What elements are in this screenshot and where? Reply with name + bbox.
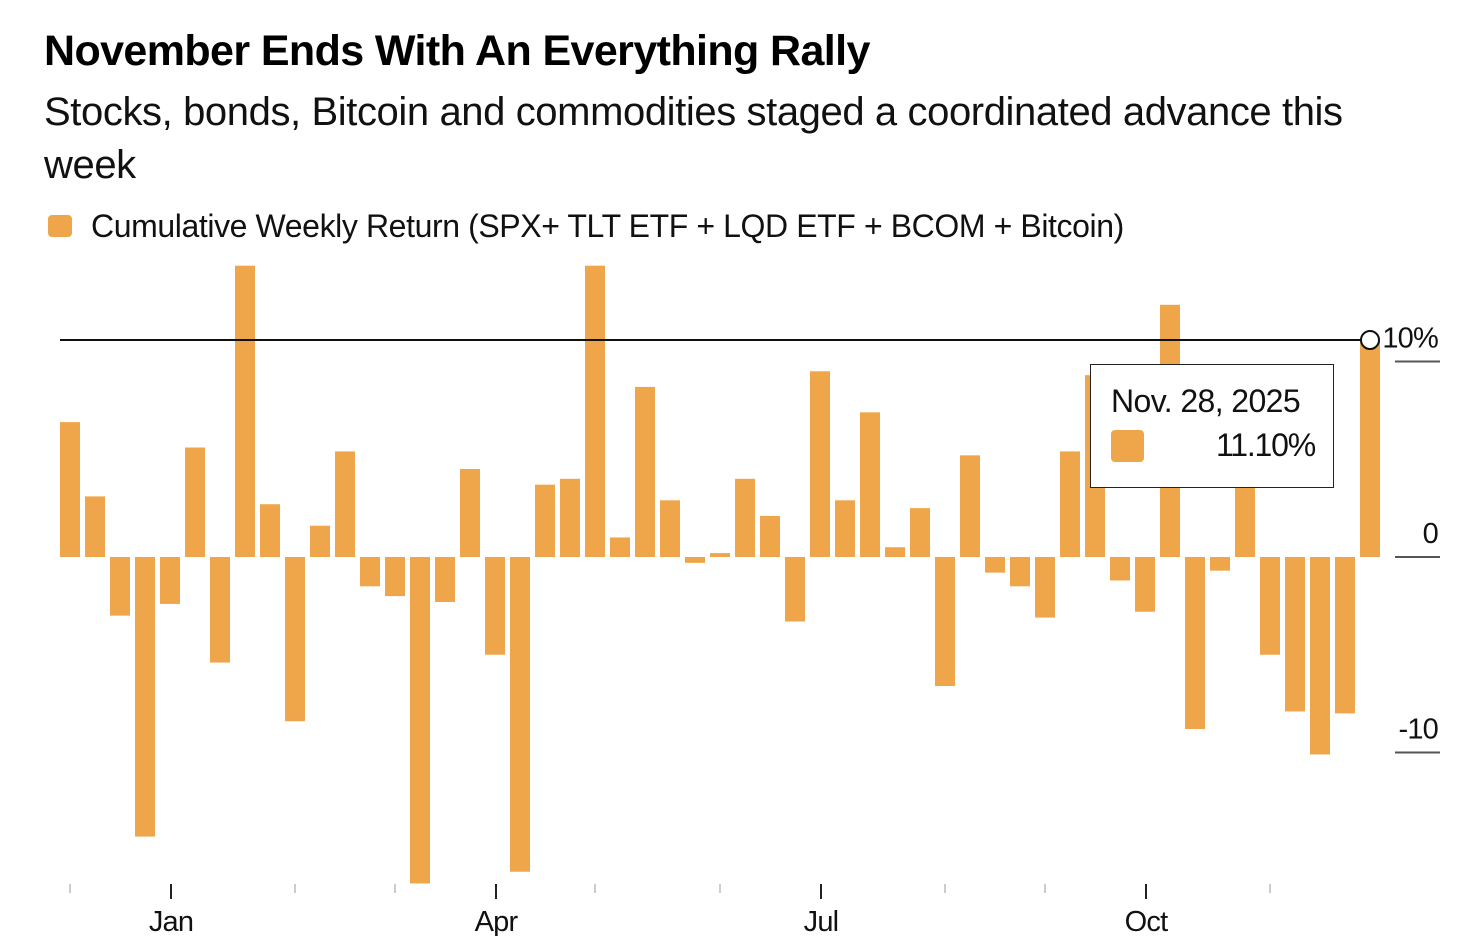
bar[interactable] [110,557,130,616]
bars-group [60,265,1380,884]
bar[interactable] [310,525,330,557]
bar[interactable] [910,508,930,557]
bar[interactable] [985,557,1005,573]
bar[interactable] [885,547,905,557]
y-axis: 10% 0 -10 [1382,323,1440,754]
bar[interactable] [785,557,805,622]
bar[interactable] [360,557,380,587]
bar[interactable] [235,265,255,557]
bar[interactable] [1360,339,1380,557]
legend-swatch [48,215,72,237]
bar[interactable] [460,469,480,557]
tooltip-date: Nov. 28, 2025 [1111,383,1301,419]
x-tick-label: Oct [1125,906,1168,936]
legend: Cumulative Weekly Return (SPX+ TLT ETF +… [48,206,1124,246]
bar[interactable] [435,557,455,602]
bar[interactable] [835,500,855,557]
bar[interactable] [260,504,280,557]
bar[interactable] [135,557,155,837]
bar[interactable] [610,537,630,557]
legend-label: Cumulative Weekly Return (SPX+ TLT ETF +… [91,207,1124,244]
bar[interactable] [410,557,430,884]
bar[interactable] [160,557,180,604]
bar[interactable] [710,553,730,557]
bar[interactable] [1110,557,1130,581]
bar[interactable] [1335,557,1355,714]
bar[interactable] [860,412,880,557]
x-axis: Jan Apr Jul Oct [69,884,1271,936]
bar[interactable] [810,371,830,557]
bar[interactable] [385,557,405,597]
bar[interactable] [485,557,505,655]
tooltip-value: 11.10% [1216,427,1316,463]
bar[interactable] [735,478,755,557]
y-tick-label: 0 [1423,518,1438,550]
y-tick-label: 10% [1382,323,1438,355]
tooltip-swatch [1111,430,1144,462]
bar[interactable] [285,557,305,722]
bar[interactable] [685,557,705,563]
x-tick-label: Jul [804,906,839,936]
bar[interactable] [1060,451,1080,557]
bar[interactable] [510,557,530,872]
bar[interactable] [1185,557,1205,730]
bar[interactable] [960,455,980,557]
bar[interactable] [1135,557,1155,612]
bar[interactable] [1010,557,1030,587]
tooltip: Nov. 28, 2025 11.10% [1090,364,1334,488]
bar[interactable] [760,515,780,557]
bar[interactable] [935,557,955,687]
bar[interactable] [585,265,605,557]
reference-line-group [60,329,1380,350]
bar[interactable] [1310,557,1330,755]
bar[interactable] [210,557,230,663]
bar[interactable] [1210,557,1230,571]
chart-subtitle: Stocks, bonds, Bitcoin and commodities s… [44,90,1343,187]
bar[interactable] [60,422,80,557]
bar[interactable] [1260,557,1280,655]
bar[interactable] [1035,557,1055,618]
x-tick-label: Jan [149,906,193,936]
bar[interactable] [635,386,655,557]
bar[interactable] [335,451,355,557]
bar[interactable] [535,484,555,557]
chart-title: November Ends With An Everything Rally [44,27,870,75]
bar[interactable] [85,496,105,557]
x-tick-label: Apr [475,906,519,936]
last-value-marker[interactable] [1360,329,1380,350]
y-tick-label: -10 [1398,714,1438,746]
bar[interactable] [660,500,680,557]
bar[interactable] [185,447,205,557]
bar[interactable] [560,478,580,557]
bar[interactable] [1285,557,1305,712]
